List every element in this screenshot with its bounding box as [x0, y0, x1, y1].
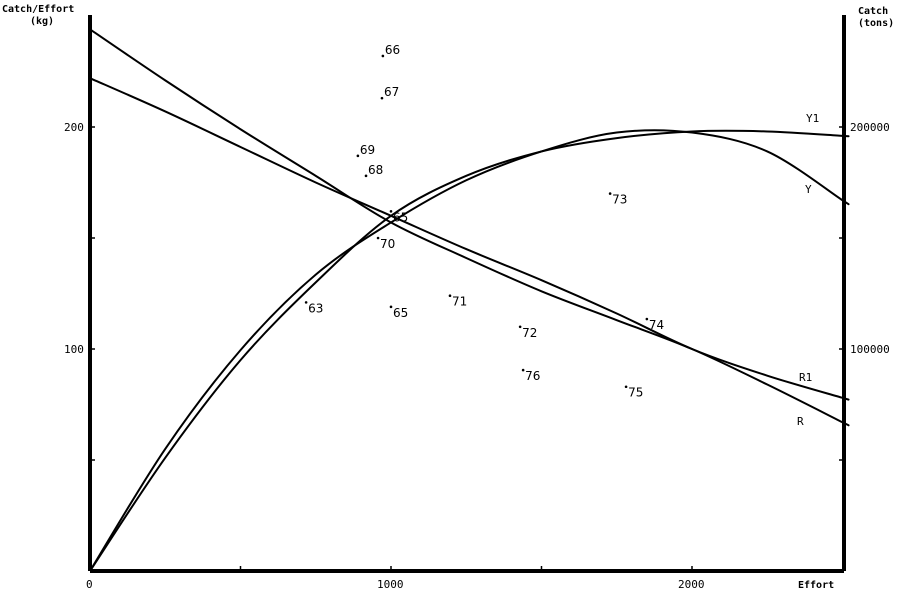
data-point: [608, 192, 612, 195]
data-point: [356, 154, 360, 158]
x-axis-label: Effort: [798, 580, 834, 591]
series-line-y: [89, 129, 850, 572]
data-point-label: 66: [385, 43, 400, 57]
data-point-label: 74: [649, 318, 664, 332]
data-point-label: 73: [612, 193, 627, 207]
data-point: [645, 317, 649, 321]
data-point-label: 68: [368, 163, 383, 177]
data-point: [521, 368, 525, 372]
data-point: [389, 305, 393, 309]
series-label-r: R: [797, 415, 804, 428]
data-point: [381, 54, 385, 58]
data-point-label: 65: [393, 306, 408, 320]
y-right-label-line1: Catch: [858, 6, 888, 17]
data-point: [448, 294, 452, 298]
series-line-y1: [89, 129, 850, 572]
data-point-label: 76: [525, 369, 540, 383]
data-point: [518, 325, 522, 329]
data-point: [389, 210, 393, 213]
series-label-y1: Y1: [806, 112, 819, 125]
data-point: [376, 236, 380, 240]
data-point: [624, 385, 628, 389]
data-point: [380, 96, 384, 100]
data-point-label: 71: [452, 295, 467, 309]
data-point-label: 65: [393, 210, 408, 224]
data-point-label: 72: [522, 326, 537, 340]
data-point-label: 75: [628, 386, 643, 400]
data-point-label: 69: [360, 143, 375, 157]
y-left-tick-label: 200: [64, 121, 84, 134]
series-line-r1: [89, 77, 850, 401]
y-right-tick-label: 200000: [850, 121, 890, 134]
y-left-label-line2: (kg): [30, 16, 54, 27]
data-point-label: 67: [384, 85, 399, 99]
data-point-label: 63: [308, 301, 323, 315]
data-point: [364, 174, 368, 178]
series-label-y: Y: [805, 183, 812, 196]
y-left-label-line1: Catch/Effort: [2, 4, 74, 15]
series-line-r: [89, 28, 850, 427]
y-left-tick-label: 100: [64, 343, 84, 356]
series-label-r1: R1: [799, 371, 812, 384]
y-right-tick-label: 100000: [850, 343, 890, 356]
x-tick-label: 1000: [377, 578, 404, 591]
data-point-label: 70: [380, 237, 395, 251]
y-right-label-line2: (tons): [858, 18, 894, 29]
x-tick-label: 2000: [678, 578, 705, 591]
data-point: [304, 301, 308, 304]
x-tick-label-0: 0: [86, 578, 93, 591]
